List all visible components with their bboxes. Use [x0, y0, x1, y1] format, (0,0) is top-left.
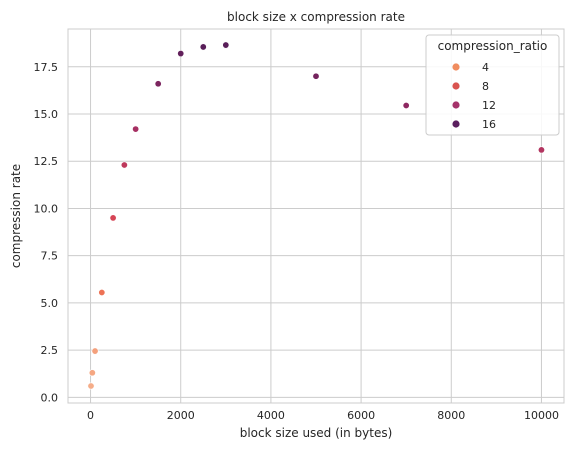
legend-label: 12 — [482, 99, 496, 112]
y-tick-label: 17.5 — [34, 61, 59, 74]
data-point — [98, 288, 106, 296]
plot-frame — [67, 28, 565, 404]
y-tick-label: 2.5 — [41, 344, 59, 357]
x-tick-label: 2000 — [167, 409, 195, 422]
legend-label: 16 — [482, 118, 496, 131]
y-tick-label: 15.0 — [34, 108, 59, 121]
data-point — [109, 214, 117, 222]
data-point — [537, 146, 545, 154]
data-point — [88, 369, 96, 377]
legend-marker — [452, 101, 460, 109]
x-tick-label: 4000 — [257, 409, 285, 422]
y-axis-label: compression rate — [9, 164, 23, 268]
y-tick-label: 7.5 — [41, 250, 59, 263]
x-tick-label: 6000 — [347, 409, 375, 422]
y-tick-label: 10.0 — [34, 202, 59, 215]
data-point — [87, 382, 95, 390]
data-point — [120, 161, 128, 169]
legend-label: 8 — [482, 80, 489, 93]
legend-title: compression_ratio — [438, 39, 548, 53]
legend-marker — [452, 63, 460, 71]
tick-label-layer: 0 2000 4000 6000 8000 10000 0.0 2.5 5.0 7.5 10.0 12… — [34, 61, 559, 422]
data-point — [312, 72, 320, 80]
legend-entries: 4 8 12 16 — [452, 61, 496, 131]
data-point — [199, 43, 207, 51]
data-point-layer — [87, 41, 545, 390]
data-point — [177, 50, 185, 58]
data-point — [402, 102, 410, 110]
x-tick-label: 10000 — [524, 409, 559, 422]
y-tick-label: 0.0 — [41, 391, 59, 404]
data-point — [132, 125, 140, 133]
data-point — [222, 41, 230, 49]
legend-label: 4 — [482, 61, 489, 74]
y-tick-label: 12.5 — [34, 155, 59, 168]
x-tick-label: 0 — [87, 409, 94, 422]
legend: compression_ratio 4 8 12 16 — [425, 34, 560, 136]
chart-title: block size x compression rate — [227, 10, 405, 24]
x-tick-label: 8000 — [437, 409, 465, 422]
data-point — [154, 80, 162, 88]
legend-box — [425, 34, 560, 136]
x-axis-label: block size used (in bytes) — [240, 426, 393, 440]
legend-marker — [452, 120, 460, 128]
y-tick-label: 5.0 — [41, 297, 59, 310]
data-point — [91, 347, 99, 355]
legend-marker — [452, 82, 460, 90]
